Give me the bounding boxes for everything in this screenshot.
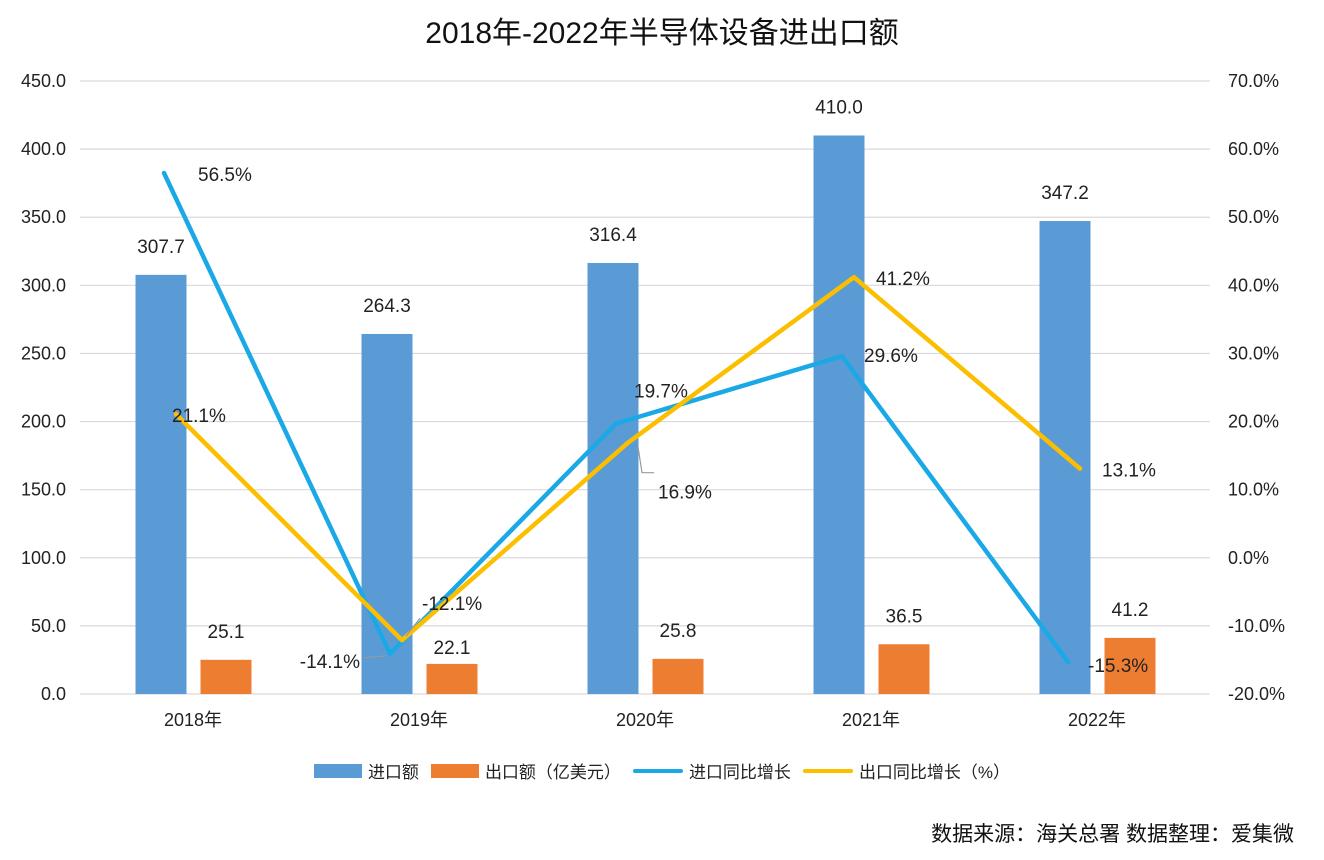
data-label-import: 316.4 [589, 225, 637, 246]
x-tick-label: 2018年 [164, 710, 222, 730]
chart-title: 2018年-2022年半导体设备进出口额 [425, 17, 899, 50]
y-left-tick-label: 0.0 [41, 684, 66, 704]
y-right-tick-label: 0.0% [1228, 548, 1269, 568]
y-left-tick-label: 400.0 [21, 139, 66, 159]
legend: 进口额 出口额（亿美元） 进口同比增长 出口同比增长（%） [0, 758, 1324, 783]
y-right-tick-label: 10.0% [1228, 480, 1279, 500]
data-label-export: 36.5 [886, 606, 923, 627]
data-label-export: 25.1 [208, 622, 245, 643]
bar-import [135, 274, 187, 694]
bar-export [200, 659, 252, 694]
y-right-tick-label: 70.0% [1228, 71, 1279, 91]
data-label-export: 22.1 [434, 638, 471, 659]
bar-import [587, 262, 639, 694]
data-label-export: 25.8 [660, 621, 697, 642]
y-left-tick-label: 100.0 [21, 548, 66, 568]
bar-export [1104, 637, 1156, 694]
y-left-tick-label: 300.0 [21, 275, 66, 295]
source-note: 数据来源：海关总署 数据整理：爱集微 [931, 823, 1294, 846]
data-label-import-growth: 56.5% [198, 165, 252, 186]
y-right-tick-label: 40.0% [1228, 275, 1279, 295]
leader-line [637, 446, 654, 474]
data-label-import: 264.3 [363, 296, 411, 317]
legend-swatch-import [313, 763, 362, 778]
y-left-tick-label: 250.0 [21, 343, 66, 363]
data-label-import: 307.7 [137, 237, 185, 258]
y-left-tick-label: 200.0 [21, 412, 66, 432]
y-right-tick-label: -10.0% [1228, 616, 1285, 636]
data-label-export-growth: 13.1% [1102, 461, 1156, 482]
x-tick-label: 2021年 [842, 710, 900, 730]
data-label-export: 41.2 [1112, 600, 1149, 621]
y-left-tick-label: 150.0 [21, 480, 66, 500]
y-right-tick-label: -20.0% [1228, 684, 1285, 704]
line-export-growth [173, 274, 1083, 643]
legend-swatch-import-growth [632, 768, 683, 773]
chart-plot: 0.0 -20.0% 50.0 -10.0% 100.0 0.0% 150.0 10.0% 20… [21, 71, 1285, 730]
data-label-export-growth: 21.1% [172, 406, 226, 427]
y-right-tick-label: 20.0% [1228, 412, 1279, 432]
data-label-import-growth: 19.7% [634, 382, 688, 403]
data-label-import-growth: -15.3% [1088, 656, 1148, 677]
legend-label-export-growth: 出口同比增长（%） [858, 763, 1011, 782]
legend-swatch-export-growth [802, 768, 853, 773]
line-import-growth [161, 170, 1071, 665]
legend-item-export: 出口额（亿美元） [430, 758, 621, 783]
data-label-import-growth: 29.6% [864, 346, 918, 367]
bar-export [878, 644, 930, 694]
data-label-import: 410.0 [815, 97, 863, 118]
data-label-export-growth: -12.1% [422, 594, 482, 615]
y-right-tick-label: 30.0% [1228, 343, 1279, 363]
data-label-import: 347.2 [1041, 183, 1089, 204]
x-tick-label: 2019年 [390, 710, 448, 730]
data-label-export-growth: 16.9% [658, 483, 712, 504]
y-left-tick-label: 50.0 [31, 616, 66, 636]
legend-label-export: 出口额（亿美元） [484, 763, 621, 782]
bar-export [426, 663, 478, 694]
bar-export [652, 658, 704, 694]
legend-label-import-growth: 进口同比增长 [688, 763, 791, 782]
data-label-import-growth: -14.1% [300, 652, 360, 673]
x-tick-label: 2022年 [1068, 710, 1126, 730]
y-right-tick-label: 60.0% [1228, 139, 1279, 159]
legend-label-import: 进口额 [367, 763, 419, 782]
data-label-export-growth: 41.2% [876, 269, 930, 290]
leader-line [363, 655, 387, 659]
x-tick-label: 2020年 [616, 710, 674, 730]
leader-line [405, 617, 421, 637]
legend-swatch-export [430, 763, 479, 778]
y-left-tick-label: 450.0 [21, 71, 66, 91]
legend-item-import: 进口额 [313, 758, 419, 783]
y-left-tick-label: 350.0 [21, 207, 66, 227]
legend-item-export-growth: 出口同比增长（%） [802, 758, 1011, 783]
bar-import [813, 135, 865, 694]
bar-import [361, 333, 413, 694]
legend-item-import-growth: 进口同比增长 [632, 758, 791, 783]
y-right-tick-label: 50.0% [1228, 207, 1279, 227]
